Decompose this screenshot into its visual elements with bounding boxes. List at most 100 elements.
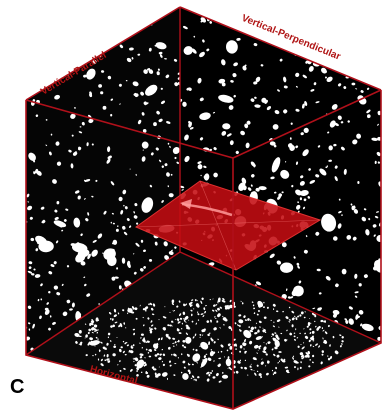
particle bbox=[192, 336, 195, 339]
particle bbox=[191, 48, 197, 54]
particle bbox=[188, 371, 191, 375]
particle bbox=[172, 345, 175, 347]
particle bbox=[340, 146, 345, 151]
particle bbox=[107, 75, 112, 80]
particle bbox=[217, 297, 221, 302]
particle bbox=[263, 342, 265, 344]
particle bbox=[167, 346, 171, 350]
particle bbox=[174, 363, 177, 365]
particle bbox=[281, 242, 287, 248]
particle bbox=[321, 67, 327, 74]
particle bbox=[114, 276, 119, 279]
particle bbox=[315, 343, 318, 346]
particle bbox=[91, 143, 94, 146]
particle bbox=[115, 228, 119, 232]
particle bbox=[28, 328, 31, 331]
particle bbox=[163, 241, 168, 247]
particle bbox=[94, 345, 96, 347]
particle bbox=[143, 324, 145, 327]
particle bbox=[341, 214, 343, 216]
particle bbox=[86, 293, 91, 297]
particle bbox=[91, 343, 93, 346]
particle bbox=[201, 329, 204, 332]
particle bbox=[280, 358, 283, 361]
particle bbox=[97, 329, 99, 331]
particle bbox=[190, 309, 193, 312]
particle bbox=[261, 336, 263, 338]
particle bbox=[272, 303, 276, 307]
particle bbox=[302, 206, 306, 210]
particle bbox=[125, 341, 128, 344]
particle bbox=[235, 348, 238, 350]
particle bbox=[361, 323, 374, 332]
particle bbox=[143, 364, 146, 367]
particle bbox=[351, 82, 356, 86]
particle bbox=[176, 328, 179, 331]
particle bbox=[200, 313, 204, 315]
particle bbox=[291, 317, 295, 321]
particle bbox=[285, 316, 289, 320]
particle bbox=[272, 308, 275, 310]
particle bbox=[147, 352, 150, 354]
particle bbox=[50, 133, 53, 136]
particle bbox=[117, 312, 120, 315]
particle bbox=[174, 246, 177, 249]
particle bbox=[217, 301, 219, 304]
particle bbox=[317, 145, 321, 148]
particle bbox=[338, 83, 342, 87]
particle bbox=[263, 301, 265, 304]
particle bbox=[300, 343, 302, 346]
particle bbox=[374, 160, 377, 164]
particle bbox=[176, 305, 179, 308]
particle bbox=[174, 341, 177, 344]
particle bbox=[185, 332, 189, 336]
particle bbox=[158, 159, 162, 163]
particle bbox=[372, 224, 377, 228]
particle bbox=[80, 261, 86, 266]
particle bbox=[205, 347, 207, 349]
particle bbox=[106, 354, 109, 358]
particle bbox=[122, 309, 125, 312]
particle bbox=[172, 337, 176, 340]
particle bbox=[295, 161, 299, 165]
particle bbox=[320, 319, 324, 323]
particle bbox=[193, 378, 195, 381]
particle bbox=[160, 100, 166, 105]
particle bbox=[222, 315, 224, 318]
particle bbox=[325, 276, 331, 281]
particle bbox=[197, 311, 199, 313]
particle bbox=[183, 346, 187, 349]
particle bbox=[346, 235, 352, 240]
particle bbox=[89, 337, 93, 341]
particle bbox=[188, 121, 192, 128]
particle bbox=[253, 43, 258, 47]
particle bbox=[258, 373, 261, 376]
particle bbox=[123, 322, 125, 325]
particle bbox=[215, 373, 219, 377]
particle bbox=[183, 303, 186, 307]
particle bbox=[220, 350, 223, 353]
particle bbox=[300, 132, 304, 136]
particle bbox=[210, 337, 213, 340]
particle bbox=[204, 310, 207, 314]
particle bbox=[215, 309, 218, 312]
particle bbox=[161, 165, 165, 168]
particle bbox=[230, 80, 234, 83]
particle bbox=[343, 168, 347, 175]
particle bbox=[102, 252, 104, 254]
particle bbox=[111, 318, 114, 321]
particle bbox=[300, 354, 304, 358]
particle bbox=[145, 348, 148, 351]
particle bbox=[111, 212, 114, 215]
particle bbox=[314, 320, 316, 323]
particle bbox=[233, 305, 236, 308]
particle bbox=[303, 127, 309, 133]
particle bbox=[262, 350, 267, 354]
particle bbox=[251, 301, 254, 303]
particle bbox=[229, 299, 232, 303]
particle bbox=[97, 233, 103, 239]
particle bbox=[194, 333, 197, 337]
particle bbox=[254, 372, 257, 376]
particle bbox=[35, 248, 39, 252]
particle bbox=[192, 353, 201, 362]
